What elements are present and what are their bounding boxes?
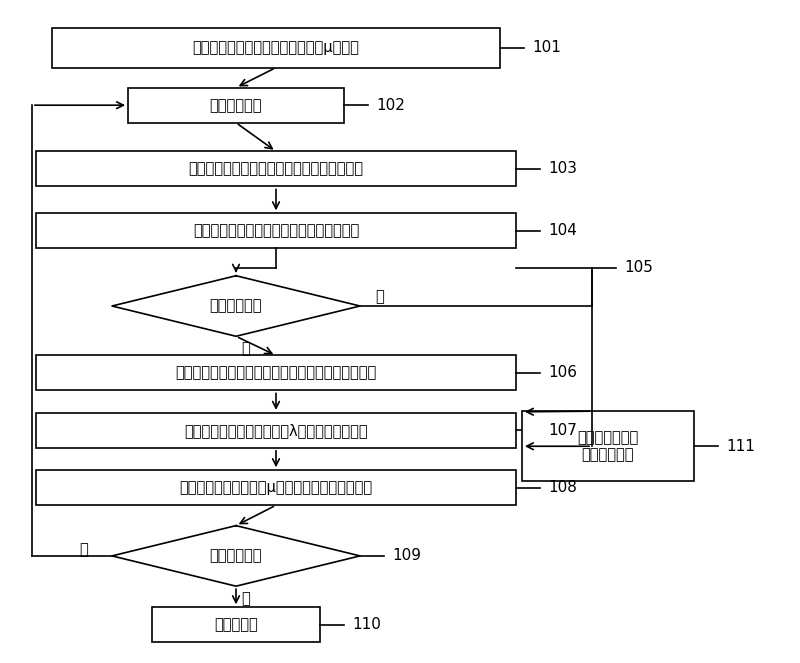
Text: 否: 否 (79, 542, 88, 557)
Polygon shape (112, 526, 360, 586)
Bar (36, 151, 516, 186)
Text: 结合指令库将当前种群的个体转化为测试程序: 结合指令库将当前种群的个体转化为测试程序 (189, 161, 363, 176)
Text: 获得覆盖报告，根据覆盖率为种群中个体赋适应度值: 获得覆盖报告，根据覆盖率为种群中个体赋适应度值 (175, 365, 377, 381)
Text: 104: 104 (548, 223, 577, 238)
Bar (36, 355, 516, 391)
Bar (152, 607, 320, 642)
Bar (128, 88, 344, 123)
Text: 105: 105 (624, 261, 653, 275)
Bar (36, 413, 516, 448)
Text: 满足停止规则: 满足停止规则 (210, 548, 262, 564)
Text: 输出触发设计错
误的测试程序: 输出触发设计错 误的测试程序 (578, 430, 638, 463)
Text: 输出最优解: 输出最优解 (214, 617, 258, 633)
Text: 发现设计错误: 发现设计错误 (210, 298, 262, 314)
Text: 采取随机方法生成初始种群，包含μ个个体: 采取随机方法生成初始种群，包含μ个个体 (193, 40, 359, 55)
Text: 101: 101 (532, 40, 561, 55)
Text: 109: 109 (392, 548, 421, 564)
Text: 110: 110 (352, 617, 381, 633)
Bar (36, 213, 516, 249)
Text: 确定当前种群: 确定当前种群 (210, 97, 262, 113)
Text: 108: 108 (548, 480, 577, 495)
Bar (52, 28, 500, 68)
Text: 111: 111 (726, 439, 755, 453)
Bar (522, 411, 694, 481)
Text: 107: 107 (548, 423, 577, 438)
Text: 否: 否 (242, 341, 250, 357)
Bar (36, 470, 516, 505)
Polygon shape (112, 276, 360, 336)
Text: 102: 102 (376, 97, 405, 113)
Text: 保留适应度值最高的前μ个个体，作为新一代种群: 保留适应度值最高的前μ个个体，作为新一代种群 (179, 480, 373, 495)
Text: 103: 103 (548, 161, 577, 176)
Text: 测试平台执行各测试程序，并生成覆盖报告: 测试平台执行各测试程序，并生成覆盖报告 (193, 223, 359, 238)
Text: 是: 是 (376, 289, 384, 304)
Text: 选择当前种群中的个体进行λ次交叉、变异操作: 选择当前种群中的个体进行λ次交叉、变异操作 (184, 423, 368, 438)
Text: 是: 是 (242, 591, 250, 607)
Text: 106: 106 (548, 365, 577, 381)
